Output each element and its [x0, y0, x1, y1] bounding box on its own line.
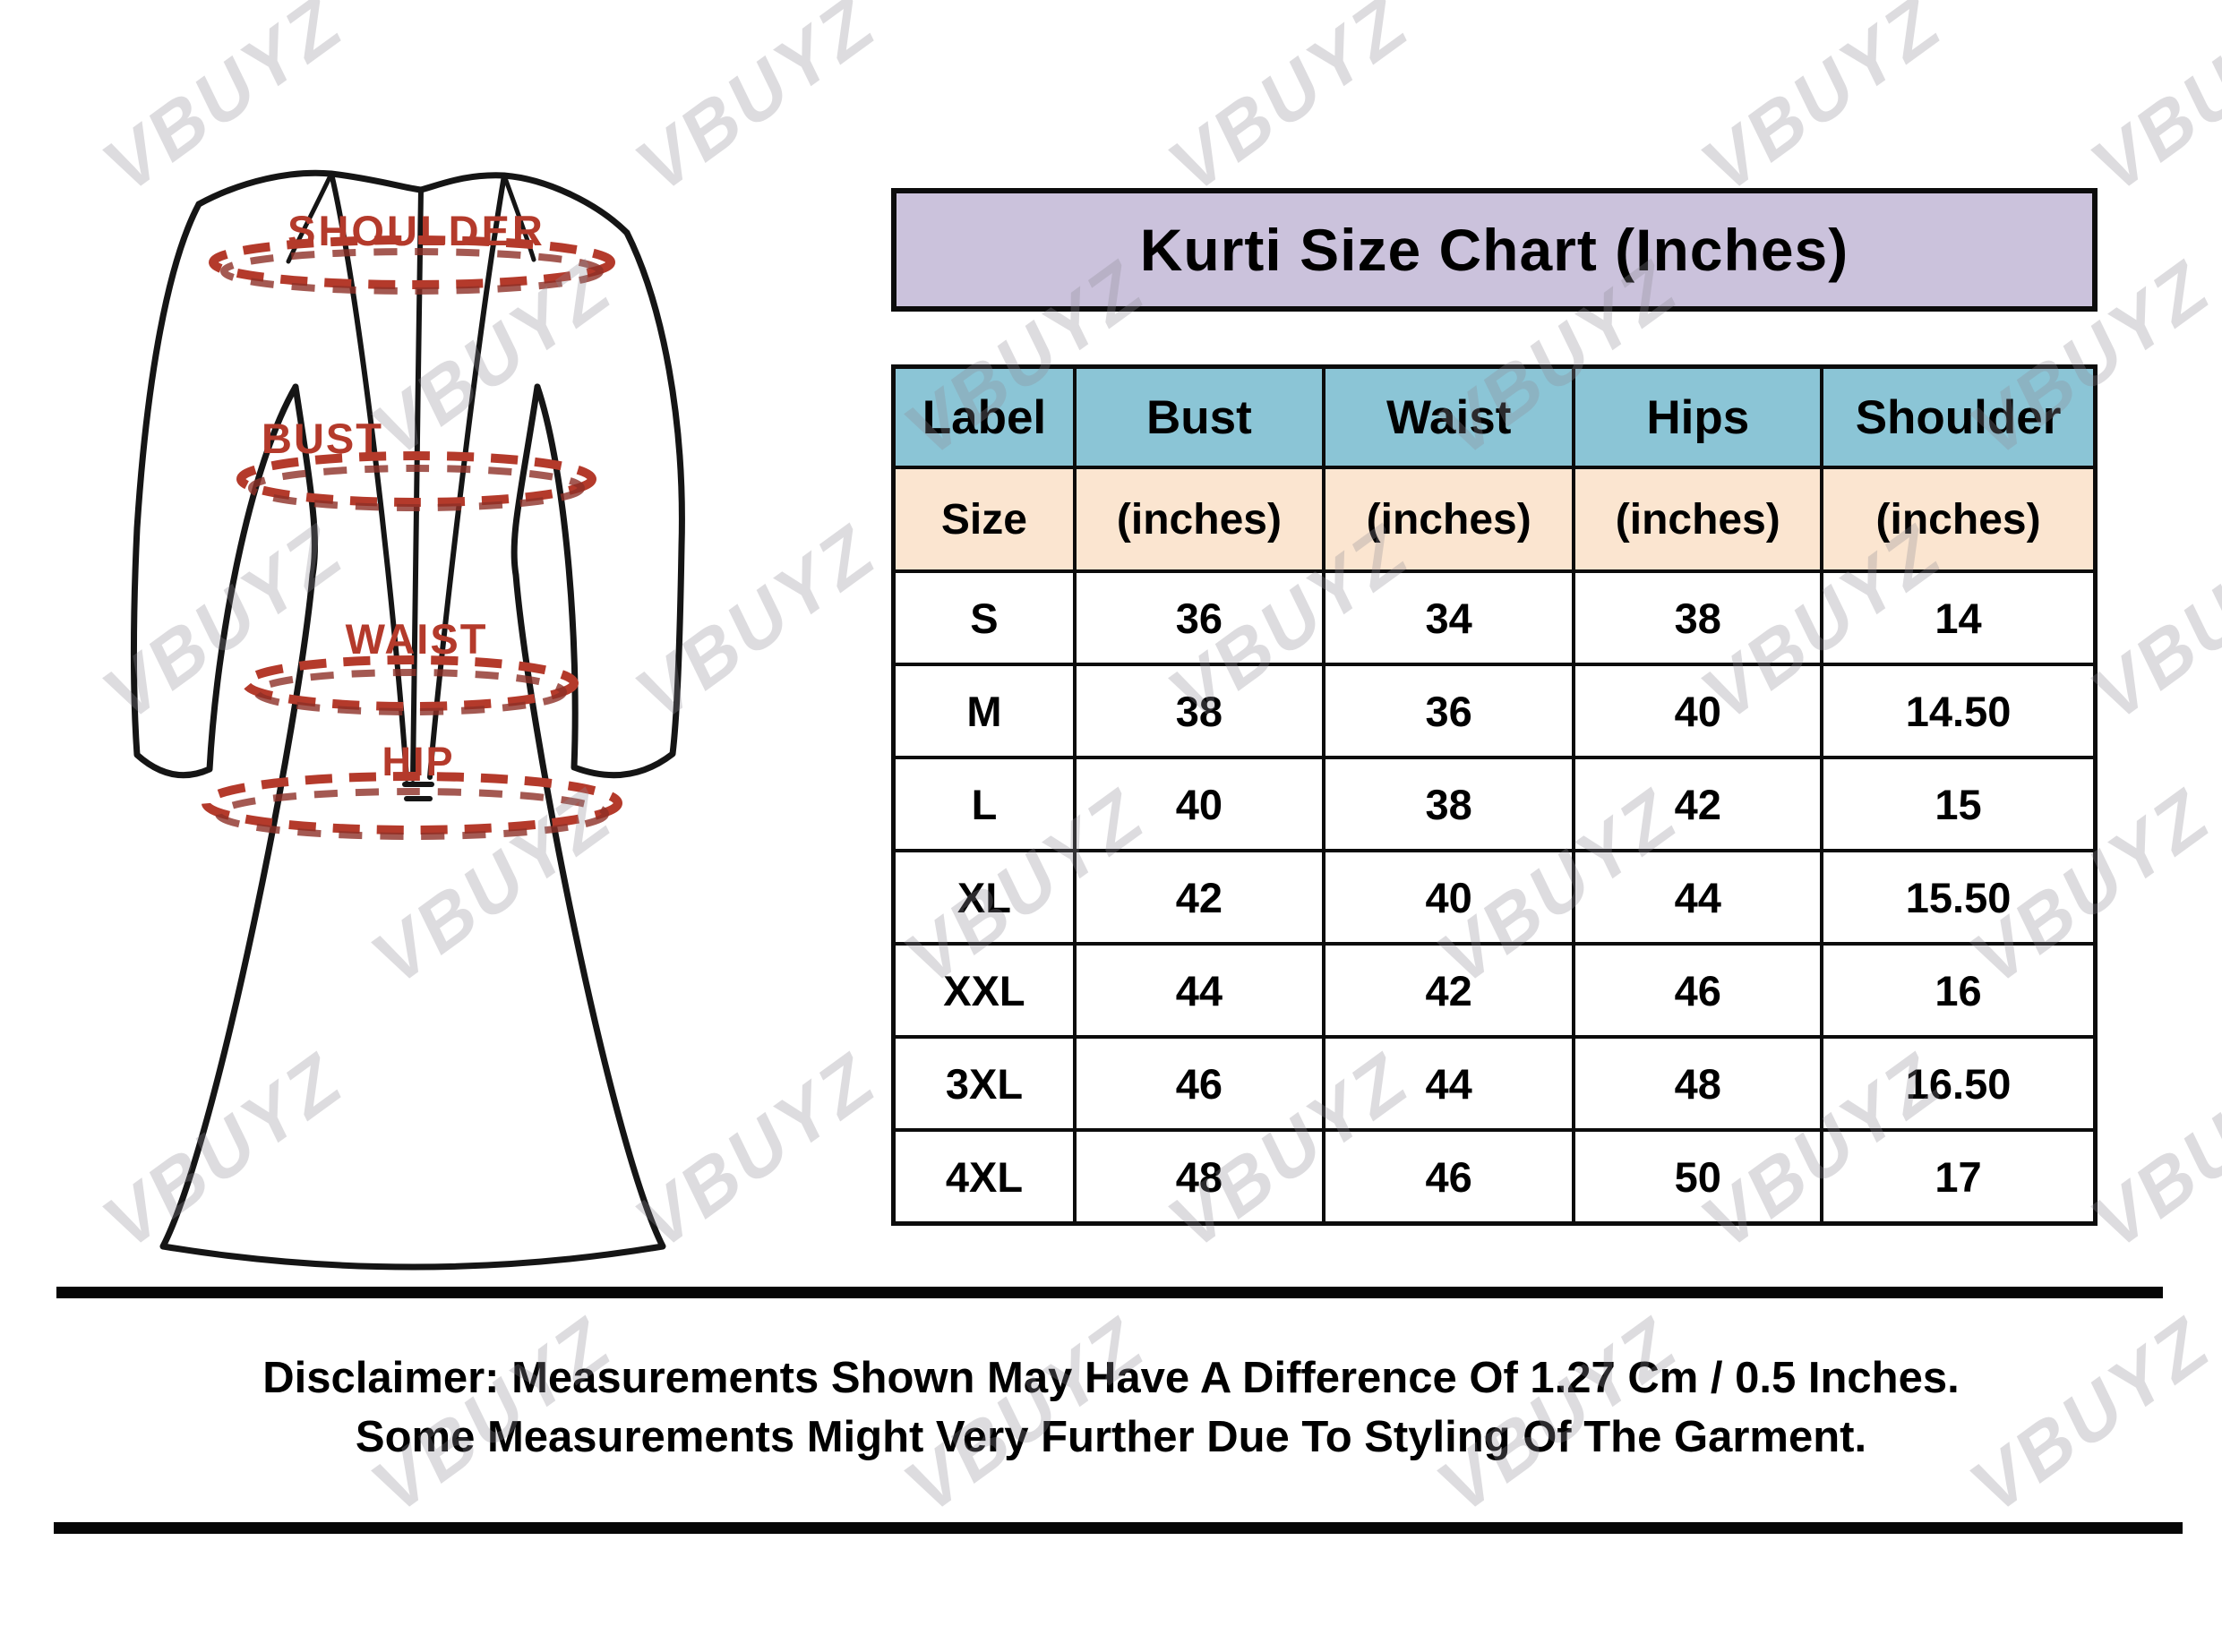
- table-cell: XXL: [896, 946, 1077, 1035]
- table-row: S 36 34 38 14: [896, 569, 2093, 663]
- subheader-cell: (inches): [1575, 469, 1824, 569]
- subheader-cell: (inches): [1077, 469, 1325, 569]
- size-table: Label Bust Waist Hips Shoulder Size (inc…: [891, 364, 2098, 1226]
- table-body: S 36 34 38 14 M 38 36 40 14.50 L 40 38 42 15 XL 42 40 44 15…: [896, 569, 2093, 1221]
- header-cell-waist: Waist: [1325, 369, 1576, 466]
- table-cell: XL: [896, 852, 1077, 942]
- table-cell: 46: [1077, 1039, 1325, 1128]
- table-cell: S: [896, 573, 1077, 663]
- subheader-cell: (inches): [1875, 495, 2041, 544]
- watermark-text: VBUYZ: [1160, 0, 1419, 212]
- table-cell: 16: [1935, 966, 1982, 1014]
- hip-measure-label: HIP: [382, 739, 454, 784]
- watermark-text: VBUYZ: [2082, 0, 2222, 212]
- table-cell: 48: [1077, 1132, 1325, 1221]
- table-subheader-row: Size (inches) (inches) (inches) (inches): [896, 466, 2093, 569]
- waist-measure-label: WAIST: [346, 615, 488, 663]
- disclaimer: Disclaimer: Measurements Shown May Have …: [0, 1348, 2222, 1467]
- table-cell: 14.50: [1905, 687, 2012, 735]
- table-cell: 42: [1325, 946, 1576, 1035]
- title-banner: Kurti Size Chart (Inches): [891, 188, 2098, 312]
- table-cell: 14: [1935, 594, 1982, 642]
- watermark-text: VBUYZ: [2082, 503, 2222, 740]
- table-cell: 44: [1325, 1039, 1576, 1128]
- table-cell: 44: [1077, 946, 1325, 1035]
- kurti-diagram: SHOULDER BUST WAIST HIP: [131, 169, 685, 1271]
- kurti-outline: [131, 169, 685, 1271]
- divider-line-top: [56, 1287, 2163, 1298]
- table-cell: 50: [1575, 1132, 1824, 1221]
- bust-measure-label: BUST: [262, 415, 383, 462]
- table-cell: L: [896, 759, 1077, 849]
- table-row: 3XL 46 44 48 16.50: [896, 1035, 2093, 1128]
- table-cell: 38: [1077, 666, 1325, 756]
- table-cell: 38: [1575, 573, 1824, 663]
- header-cell-hips: Hips: [1575, 369, 1824, 466]
- table-row: M 38 36 40 14.50: [896, 663, 2093, 756]
- table-cell: 48: [1575, 1039, 1824, 1128]
- table-cell: 46: [1575, 946, 1824, 1035]
- table-cell: 3XL: [896, 1039, 1077, 1128]
- header-cell-bust: Bust: [1077, 369, 1325, 466]
- watermark-text: VBUYZ: [2082, 1031, 2222, 1269]
- table-cell: 15: [1935, 780, 1982, 828]
- watermark-text: VBUYZ: [1693, 0, 1952, 212]
- table-cell: 36: [1077, 573, 1325, 663]
- table-cell: 36: [1325, 666, 1576, 756]
- disclaimer-line-2: Some Measurements Might Very Further Due…: [355, 1413, 1867, 1461]
- table-cell: 15.50: [1905, 873, 2012, 921]
- table-header-row: Label Bust Waist Hips Shoulder: [896, 369, 2093, 466]
- table-cell: 42: [1575, 759, 1824, 849]
- table-cell: 34: [1325, 573, 1576, 663]
- table-cell: 44: [1575, 852, 1824, 942]
- table-cell: 40: [1077, 759, 1325, 849]
- divider-line-bottom: [54, 1522, 2183, 1534]
- table-cell: 46: [1325, 1132, 1576, 1221]
- table-row: 4XL 48 46 50 17: [896, 1128, 2093, 1221]
- shoulder-measure-label: SHOULDER: [287, 207, 545, 254]
- header-cell-label: Label: [896, 369, 1077, 466]
- table-row: XL 42 40 44 15.50: [896, 849, 2093, 942]
- table-cell: 42: [1077, 852, 1325, 942]
- subheader-cell: (inches): [1325, 469, 1576, 569]
- table-cell: 4XL: [896, 1132, 1077, 1221]
- subheader-cell: Size: [896, 469, 1077, 569]
- header-cell-shoulder: Shoulder: [1855, 390, 2062, 444]
- table-cell: 40: [1575, 666, 1824, 756]
- measurement-lines: [202, 235, 622, 840]
- table-cell: 38: [1325, 759, 1576, 849]
- table-row: XXL 44 42 46 16: [896, 942, 2093, 1035]
- table-cell: 40: [1325, 852, 1576, 942]
- table-cell: 17: [1935, 1152, 1982, 1201]
- table-cell: 16.50: [1905, 1059, 2012, 1108]
- disclaimer-line-1: Disclaimer: Measurements Shown May Have …: [262, 1354, 1960, 1402]
- table-row: L 40 38 42 15: [896, 756, 2093, 849]
- table-cell: M: [896, 666, 1077, 756]
- page-title: Kurti Size Chart (Inches): [1139, 217, 1849, 283]
